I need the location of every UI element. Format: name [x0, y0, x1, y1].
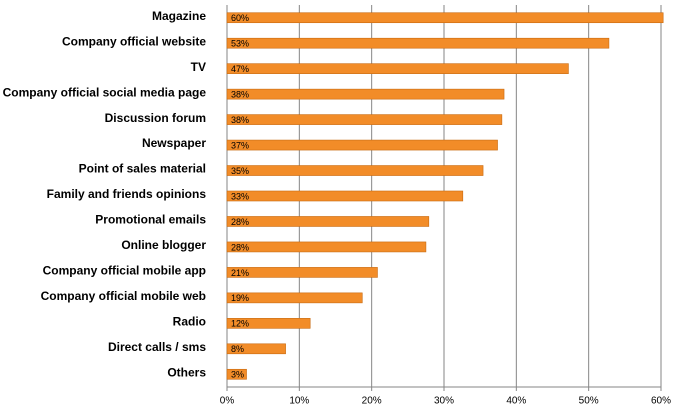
- category-label: Direct calls / sms: [108, 340, 206, 354]
- bar: [226, 216, 430, 227]
- category-label: Promotional emails: [95, 213, 206, 227]
- bar: [226, 318, 311, 329]
- category-label: Online blogger: [121, 238, 206, 252]
- bar: [226, 190, 464, 202]
- x-tick-label: 60%: [651, 396, 671, 407]
- value-label: 28%: [231, 217, 249, 227]
- category-label: Discussion forum: [105, 111, 206, 125]
- value-label: 37%: [231, 140, 249, 150]
- bar: [226, 114, 503, 125]
- value-label: 35%: [231, 166, 249, 176]
- bar: [226, 267, 378, 278]
- bar: [226, 165, 484, 176]
- x-tick-label: 30%: [434, 396, 454, 407]
- value-label: 53%: [231, 39, 249, 49]
- category-label: Company official mobile app: [43, 264, 206, 278]
- category-label: Point of sales material: [79, 162, 206, 176]
- bar: [226, 292, 363, 304]
- category-label: Magazine: [152, 9, 206, 23]
- x-tick-label: 20%: [362, 396, 382, 407]
- bar: [226, 139, 498, 151]
- bar: [226, 88, 505, 100]
- x-tick-label: 10%: [289, 396, 309, 407]
- category-label: Radio: [173, 315, 206, 329]
- category-label: Company official social media page: [3, 85, 207, 99]
- value-label: 21%: [231, 268, 249, 278]
- value-label: 3%: [231, 370, 244, 380]
- category-label: TV: [191, 60, 206, 74]
- value-label: 33%: [231, 191, 249, 201]
- bar: [226, 12, 664, 24]
- value-label: 60%: [231, 13, 249, 23]
- x-tick-label: 0%: [220, 396, 235, 407]
- category-label: Company official website: [62, 34, 206, 48]
- bar: [226, 241, 427, 253]
- category-label: Company official mobile web: [41, 289, 206, 303]
- value-label: 38%: [231, 90, 249, 100]
- bar: [226, 63, 569, 74]
- value-label: 19%: [231, 293, 249, 303]
- value-label: 28%: [231, 242, 249, 252]
- value-label: 8%: [231, 344, 244, 354]
- bar: [226, 343, 286, 355]
- category-label: Others: [167, 365, 206, 379]
- value-label: 47%: [231, 64, 249, 74]
- bar: [226, 37, 610, 49]
- x-tick-label: 50%: [579, 396, 599, 407]
- category-label: Newspaper: [142, 136, 206, 150]
- category-label: Family and friends opinions: [47, 187, 207, 201]
- value-label: 38%: [231, 115, 249, 125]
- value-label: 12%: [231, 319, 249, 329]
- x-tick-label: 40%: [506, 396, 526, 407]
- bar: [226, 368, 247, 380]
